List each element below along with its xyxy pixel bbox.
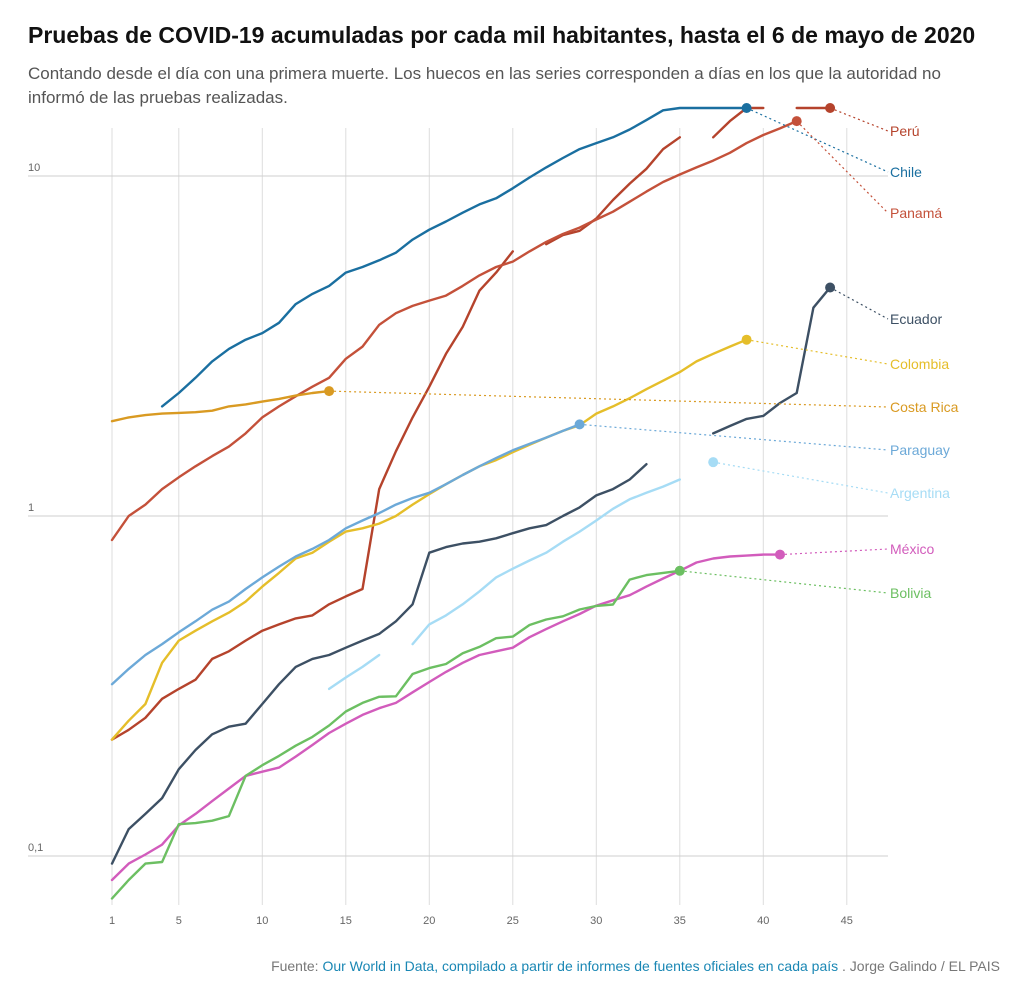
- series-5-label: Costa Rica: [890, 399, 959, 415]
- x-tick-label: 25: [507, 915, 519, 927]
- chart-grid: [28, 128, 888, 905]
- source-link[interactable]: Our World in Data, compilado a partir de…: [322, 958, 839, 974]
- series-1-line: [160, 106, 748, 408]
- series-7-line: [327, 653, 381, 691]
- series-4-line: [110, 338, 748, 741]
- x-tick-label: 35: [674, 915, 686, 927]
- credit: . Jorge Galindo / EL PAIS: [842, 958, 1000, 974]
- series-3-line: [712, 286, 832, 435]
- series-7-line: [411, 478, 681, 646]
- chart-title: Pruebas de COVID-19 acumuladas por cada …: [28, 22, 976, 48]
- series-6-label: Paraguay: [890, 442, 950, 458]
- series-0-leader: [829, 107, 889, 132]
- series-labels: Perú Chile Panamá Ecuador Colombia Costa Rica…: [890, 123, 959, 601]
- series-8-line: [110, 553, 782, 882]
- series-7-leader: [713, 461, 889, 494]
- series-2-leader: [796, 120, 889, 214]
- y-tick-label: 0,1: [28, 842, 43, 854]
- x-tick-label: 20: [423, 915, 435, 927]
- series-layer: [110, 103, 836, 900]
- series-0-line: [545, 136, 681, 246]
- series-0-line: [712, 106, 765, 139]
- series-3-line: [110, 463, 648, 865]
- x-tick-label: 45: [841, 915, 853, 927]
- chart-subtitle: Contando desde el día con una primera mu…: [28, 64, 941, 107]
- series-3-leader: [829, 286, 889, 320]
- series-1-leader: [746, 107, 889, 173]
- series-9-leader: [679, 570, 889, 594]
- series-6-line: [110, 423, 581, 686]
- series-9-label: Bolivia: [890, 585, 931, 601]
- source-note: Fuente: Our World in Data, compilado a p…: [271, 958, 1000, 974]
- series-4-leader: [746, 339, 889, 365]
- y-tick-label: 10: [28, 162, 40, 174]
- series-0-label: Perú: [890, 123, 920, 139]
- series-7-label: Argentina: [890, 485, 950, 501]
- label-leaders: [329, 107, 889, 594]
- x-tick-label: 40: [757, 915, 769, 927]
- source-prefix: Fuente:: [271, 958, 319, 974]
- x-tick-label: 5: [176, 915, 182, 927]
- series-2-line: [110, 119, 798, 542]
- series-5-line: [110, 389, 331, 423]
- series-4-label: Colombia: [890, 356, 949, 372]
- x-tick-label: 15: [340, 915, 352, 927]
- series-2-label: Panamá: [890, 205, 942, 221]
- series-6-leader: [579, 423, 889, 451]
- x-tick-label: 10: [256, 915, 268, 927]
- series-8-leader: [779, 548, 889, 556]
- series-9-line: [110, 569, 681, 900]
- x-tick-label: 30: [590, 915, 602, 927]
- series-0-line: [110, 250, 514, 741]
- y-tick-label: 1: [28, 502, 34, 514]
- series-8-label: México: [890, 541, 935, 557]
- x-tick-label: 1: [109, 915, 115, 927]
- series-5-leader: [329, 390, 889, 408]
- series-3-label: Ecuador: [890, 311, 942, 327]
- series-1-label: Chile: [890, 164, 922, 180]
